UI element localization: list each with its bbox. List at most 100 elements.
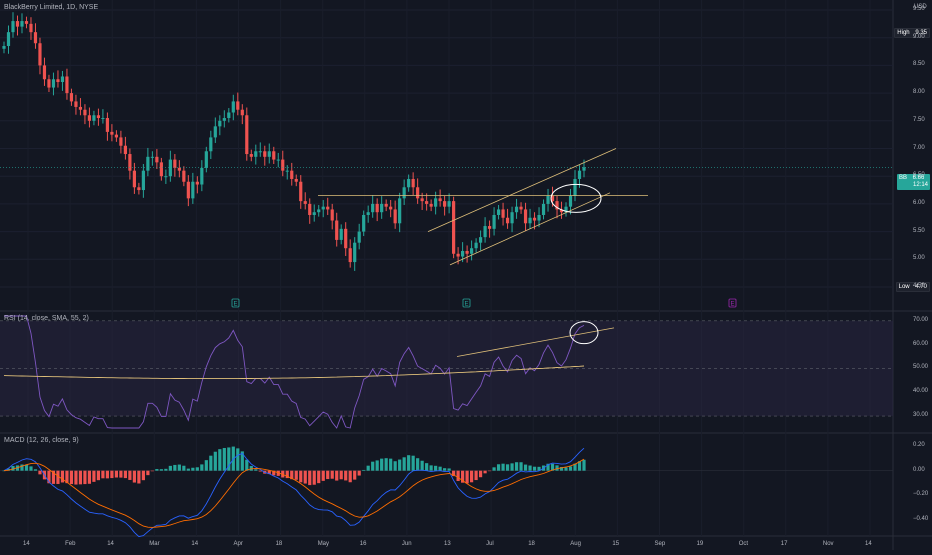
macd-histogram-bar (258, 470, 262, 472)
candle-body (362, 214, 366, 232)
candle-body (101, 118, 105, 120)
rsi-tick-label: 50.00 (913, 364, 929, 371)
rsi-tick-label: 60.00 (913, 340, 929, 347)
macd-histogram-bar (317, 470, 321, 484)
candle-body (92, 115, 96, 121)
macd-histogram-bar (348, 470, 352, 483)
macd-histogram-bar (375, 460, 379, 471)
macd-histogram-bar (141, 470, 145, 481)
rsi-trendline (456, 327, 615, 357)
candle-body (2, 46, 6, 49)
candle-body (15, 21, 20, 27)
currency-label[interactable]: USD (914, 4, 927, 10)
macd-histogram-bar (267, 470, 271, 475)
candle-body (78, 106, 83, 110)
candle-body (443, 201, 447, 207)
candle-body (335, 220, 339, 240)
macd-histogram-bar (222, 447, 226, 471)
candle-body (150, 156, 154, 158)
candle-body (434, 198, 438, 207)
candle-body (213, 126, 217, 138)
low-value: 4.70 (915, 284, 927, 290)
time-label: 16 (359, 541, 367, 547)
candle-body (24, 21, 29, 24)
macd-histogram-bar (577, 461, 582, 471)
macd-histogram-bar (389, 458, 393, 471)
macd-histogram-bar (353, 470, 357, 480)
candle-body (330, 209, 334, 221)
candle-body (281, 159, 285, 171)
candle-body (263, 151, 267, 157)
rsi-title[interactable]: RSI (14, close, SMA, 55, 2) (4, 315, 89, 322)
candle-body (119, 137, 123, 146)
earnings-marker-label: E (464, 302, 468, 308)
candle-body (510, 212, 514, 224)
candle-body (456, 253, 460, 257)
macd-histogram-bar (438, 466, 442, 471)
candle-body (559, 209, 564, 213)
time-label: Sep (654, 541, 666, 547)
price-tick-label: 6.00 (913, 199, 925, 206)
macd-pane (0, 446, 893, 538)
high-value: 9.35 (915, 30, 927, 36)
candle-body (326, 206, 330, 210)
time-label: 14 (865, 541, 872, 547)
candle-body (366, 212, 370, 215)
macd-histogram-bar (294, 470, 298, 480)
macd-histogram-bar (465, 470, 469, 484)
macd-histogram-bar (155, 469, 159, 471)
candle-body (519, 206, 523, 210)
candle-body (461, 250, 465, 257)
price-tick-label: 7.00 (913, 144, 925, 151)
candle-body (159, 162, 163, 177)
macd-histogram-bar (371, 461, 375, 471)
high-badge: High 9.35 (894, 28, 930, 38)
macd-histogram-bar (505, 464, 510, 471)
macd-histogram-bar (236, 448, 240, 471)
macd-histogram-bar (56, 470, 60, 484)
symbol-title[interactable]: BlackBerry Limited, 1D, NYSE (4, 4, 99, 11)
candle-body (416, 187, 420, 199)
candle-body (87, 115, 92, 121)
candle-body (487, 226, 492, 229)
candle-body (555, 201, 559, 210)
candle-body (146, 156, 150, 171)
macd-histogram-bar (191, 467, 195, 471)
macd-histogram-bar (573, 463, 577, 471)
macd-histogram-bar (483, 470, 487, 474)
macd-histogram-bar (47, 470, 51, 484)
macd-histogram-bar (249, 465, 253, 471)
candle-body (204, 151, 208, 168)
macd-histogram-bar (398, 459, 402, 471)
low-badge: Low 4.70 (895, 282, 930, 292)
time-label: Apr (233, 541, 243, 547)
earnings-marker (728, 298, 737, 308)
candle-body (425, 201, 429, 204)
macd-histogram-bar (469, 470, 474, 483)
macd-histogram-bar (366, 465, 370, 471)
candle-body (375, 203, 379, 213)
candle-body (550, 195, 555, 202)
candle-body (186, 181, 190, 199)
macd-histogram-bar (523, 464, 528, 471)
rsi-pane (0, 315, 893, 429)
candle-body (74, 101, 78, 107)
macd-histogram-bar (402, 457, 406, 471)
candle-body (447, 201, 451, 207)
macd-histogram-bar (173, 464, 177, 471)
candle-body (371, 203, 375, 213)
rsi-ma-line (3, 365, 585, 380)
candle-body (469, 248, 474, 254)
candle-body (245, 115, 249, 155)
macd-title[interactable]: MACD (12, 26, close, 9) (4, 437, 79, 444)
candle-body (321, 206, 325, 210)
price-tick-label: 9.50 (913, 6, 925, 12)
candle-body (285, 170, 289, 172)
candle-body (357, 231, 361, 243)
candle-body (303, 201, 307, 204)
candle-body (69, 93, 74, 102)
macd-histogram-bar (20, 464, 24, 471)
